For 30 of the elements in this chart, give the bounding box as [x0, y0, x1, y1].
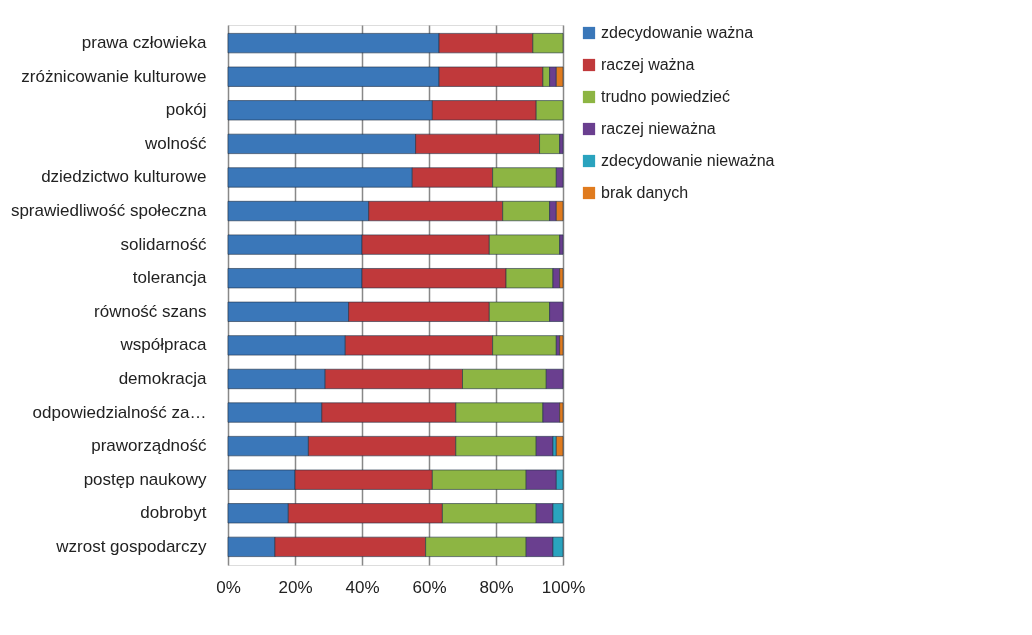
y-tick-label: wzrost gospodarczy: [55, 536, 207, 556]
x-tick-label: 80%: [479, 577, 514, 597]
y-tick-label: praworządność: [91, 436, 207, 456]
y-tick-label: sprawiedliwość społeczna: [10, 201, 208, 221]
bar: [556, 436, 564, 457]
legend-label: brak danych: [601, 184, 689, 201]
y-tick-label: współpraca: [119, 335, 208, 355]
y-tick-label: tolerancja: [132, 268, 208, 288]
bar: [559, 335, 564, 356]
y-tick-label: zróżnicowanie kulturowe: [21, 66, 207, 86]
x-tick-label: 40%: [345, 577, 380, 597]
y-tick-label: odpowiedzialność za…: [32, 402, 207, 422]
legend-label: raczej ważna: [601, 56, 695, 73]
y-tick-label: równość szans: [94, 301, 207, 321]
y-tick-label: dziedzictwo kulturowe: [41, 167, 207, 187]
x-tick-label: 0%: [216, 577, 241, 597]
y-tick-label: pokój: [165, 100, 207, 120]
y-tick-label: dobrobyt: [140, 503, 207, 523]
y-tick-label: wolność: [144, 133, 207, 153]
y-tick-label: demokracja: [118, 368, 208, 388]
legend-label: zdecydowanie ważna: [601, 24, 754, 41]
x-tick-label: 20%: [278, 577, 313, 597]
y-tick-label: prawa człowieka: [81, 33, 208, 53]
y-tick-label: postęp naukowy: [83, 469, 207, 489]
legend-label: trudno powiedzieć: [601, 88, 730, 105]
legend-label: raczej nieważna: [601, 120, 716, 137]
legend-label: zdecydowanie nieważna: [601, 152, 775, 169]
x-tick-label: 60%: [412, 577, 447, 597]
y-tick-label: solidarność: [120, 234, 207, 254]
x-tick-label: 100%: [541, 577, 586, 597]
